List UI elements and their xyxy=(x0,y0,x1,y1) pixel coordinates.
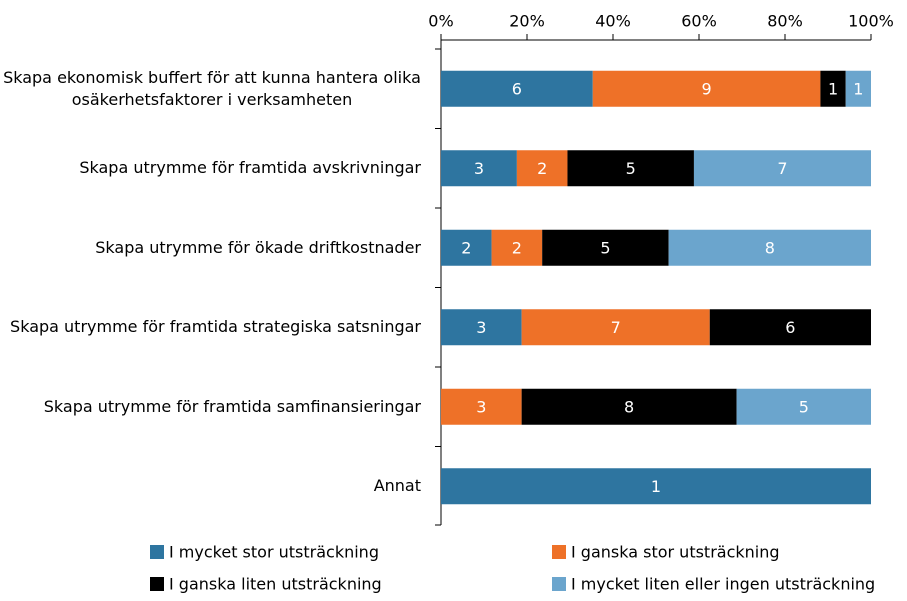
bar-segment xyxy=(441,150,517,187)
data-label: 3 xyxy=(474,159,484,178)
bar-segment xyxy=(820,70,846,107)
y-tick-label: Annat xyxy=(373,476,421,496)
data-label: 5 xyxy=(600,238,610,257)
legend-swatch xyxy=(552,577,566,591)
data-label: 7 xyxy=(611,318,621,337)
bar-segment xyxy=(592,70,821,107)
data-label: 1 xyxy=(828,79,838,98)
legend-swatch xyxy=(552,545,566,559)
bar-segment xyxy=(441,388,522,425)
category-label-box: Skapa utrymme för ökade driftkostnader xyxy=(0,218,421,278)
data-label: 7 xyxy=(777,159,787,178)
category-label-box: Skapa utrymme för framtida samfinansieri… xyxy=(0,377,421,437)
x-tick-label: 40% xyxy=(595,12,631,31)
data-label: 6 xyxy=(785,318,795,337)
x-tick-label: 0% xyxy=(428,12,453,31)
legend-label: I ganska stor utsträckning xyxy=(571,543,780,562)
bar-segment xyxy=(441,468,871,505)
data-label: 8 xyxy=(624,397,634,416)
data-label: 9 xyxy=(701,79,711,98)
x-tick-label: 20% xyxy=(509,12,545,31)
legend-label: I ganska liten utsträckning xyxy=(169,575,382,594)
bar-segment xyxy=(441,229,492,266)
legend-label: I mycket stor utsträckning xyxy=(169,543,379,562)
data-label: 1 xyxy=(651,477,661,496)
y-tick-label: Skapa utrymme för framtida avskrivningar xyxy=(79,158,421,178)
data-label: 6 xyxy=(512,79,522,98)
data-label: 2 xyxy=(461,238,471,257)
data-label: 5 xyxy=(799,397,809,416)
bar-segment xyxy=(441,70,593,107)
y-tick-label: Skapa ekonomisk buffert för att kunna ha… xyxy=(3,67,421,109)
bar-segment xyxy=(736,388,871,425)
y-tick-label: Skapa utrymme för ökade driftkostnader xyxy=(95,237,421,257)
bar-segment xyxy=(668,229,871,266)
data-label: 3 xyxy=(476,397,486,416)
category-label-box: Skapa utrymme för framtida strategiska s… xyxy=(0,297,421,357)
bar-segment xyxy=(516,150,568,187)
bar-segment xyxy=(521,309,710,346)
legend-swatch xyxy=(150,577,164,591)
category-label-box: Skapa utrymme för framtida avskrivningar xyxy=(0,138,421,198)
data-label: 8 xyxy=(765,238,775,257)
data-label: 2 xyxy=(537,159,547,178)
bar-segment xyxy=(709,309,871,346)
bar-segment xyxy=(542,229,669,266)
legend-label: I mycket liten eller ingen utsträckning xyxy=(571,575,875,594)
x-tick-label: 100% xyxy=(848,12,894,31)
y-tick-label: Skapa utrymme för framtida samfinansieri… xyxy=(43,396,421,416)
data-label: 2 xyxy=(512,238,522,257)
category-label-box: Skapa ekonomisk buffert för att kunna ha… xyxy=(0,59,421,119)
y-tick-label: Skapa utrymme för framtida strategiska s… xyxy=(10,317,421,337)
data-label: 1 xyxy=(853,79,863,98)
data-label: 5 xyxy=(626,159,636,178)
bar-segment xyxy=(491,229,543,266)
bar-segment xyxy=(845,70,871,107)
legend-swatch xyxy=(150,545,164,559)
data-label: 3 xyxy=(476,318,486,337)
bar-segment xyxy=(441,309,522,346)
x-tick-label: 60% xyxy=(681,12,717,31)
bar-segment xyxy=(521,388,737,425)
category-label-box: Annat xyxy=(0,456,421,516)
bar-segment xyxy=(693,150,871,187)
x-tick-label: 80% xyxy=(767,12,803,31)
bar-segment xyxy=(567,150,694,187)
